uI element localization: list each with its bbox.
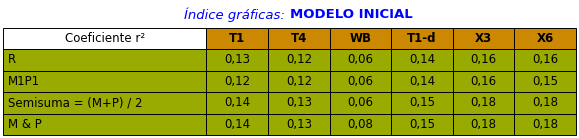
- Bar: [391, 71, 453, 92]
- Text: 0,14: 0,14: [224, 118, 250, 131]
- Text: Semisuma = (M+P) / 2: Semisuma = (M+P) / 2: [8, 96, 142, 109]
- Bar: [329, 28, 391, 49]
- Text: 0,18: 0,18: [532, 118, 558, 131]
- Bar: [268, 71, 329, 92]
- Text: T1: T1: [229, 32, 245, 45]
- Bar: [515, 49, 576, 71]
- Text: WB: WB: [350, 32, 372, 45]
- Bar: [206, 114, 268, 135]
- Bar: [268, 114, 329, 135]
- Text: M & P: M & P: [8, 118, 41, 131]
- Text: 0,16: 0,16: [471, 75, 497, 88]
- Text: 0,15: 0,15: [409, 118, 435, 131]
- Bar: [206, 28, 268, 49]
- Bar: [206, 71, 268, 92]
- Text: 0,14: 0,14: [224, 96, 250, 109]
- Text: T1-d: T1-d: [407, 32, 437, 45]
- Text: 0,14: 0,14: [409, 53, 435, 66]
- Bar: [329, 92, 391, 114]
- Text: Coeficiente r²: Coeficiente r²: [65, 32, 145, 45]
- Bar: [268, 28, 329, 49]
- Text: X6: X6: [537, 32, 554, 45]
- Text: 0,12: 0,12: [286, 53, 312, 66]
- Bar: [329, 114, 391, 135]
- Bar: [453, 28, 515, 49]
- Text: 0,12: 0,12: [224, 75, 250, 88]
- Bar: [206, 49, 268, 71]
- Text: MODELO INICIAL: MODELO INICIAL: [290, 8, 412, 21]
- Text: 0,15: 0,15: [409, 96, 435, 109]
- Text: 0,14: 0,14: [409, 75, 435, 88]
- Bar: [3, 71, 206, 92]
- Text: 0,13: 0,13: [286, 118, 312, 131]
- Bar: [3, 28, 206, 49]
- Bar: [3, 92, 206, 114]
- Bar: [391, 49, 453, 71]
- Text: 0,06: 0,06: [347, 75, 373, 88]
- Text: 0,06: 0,06: [347, 96, 373, 109]
- Bar: [329, 49, 391, 71]
- Bar: [515, 114, 576, 135]
- Bar: [515, 28, 576, 49]
- Text: M1P1: M1P1: [8, 75, 39, 88]
- Text: 0,12: 0,12: [286, 75, 312, 88]
- Bar: [515, 92, 576, 114]
- Bar: [453, 92, 515, 114]
- Text: 0,18: 0,18: [471, 118, 497, 131]
- Bar: [515, 71, 576, 92]
- Bar: [3, 49, 206, 71]
- Bar: [391, 114, 453, 135]
- Bar: [391, 92, 453, 114]
- Bar: [268, 92, 329, 114]
- Text: 0,16: 0,16: [471, 53, 497, 66]
- Bar: [3, 114, 206, 135]
- Bar: [268, 49, 329, 71]
- Text: 0,18: 0,18: [471, 96, 497, 109]
- Bar: [206, 92, 268, 114]
- Text: 0,13: 0,13: [224, 53, 250, 66]
- Text: R: R: [8, 53, 16, 66]
- Text: X3: X3: [475, 32, 492, 45]
- Bar: [453, 114, 515, 135]
- Bar: [391, 28, 453, 49]
- Bar: [329, 71, 391, 92]
- Text: 0,06: 0,06: [347, 53, 373, 66]
- Text: T4: T4: [291, 32, 307, 45]
- Text: 0,15: 0,15: [532, 75, 558, 88]
- Text: 0,16: 0,16: [532, 53, 558, 66]
- Text: 0,08: 0,08: [347, 118, 373, 131]
- Bar: [453, 71, 515, 92]
- Text: Índice gráficas:: Índice gráficas:: [184, 7, 290, 22]
- Text: 0,13: 0,13: [286, 96, 312, 109]
- Bar: [453, 49, 515, 71]
- Text: 0,18: 0,18: [532, 96, 558, 109]
